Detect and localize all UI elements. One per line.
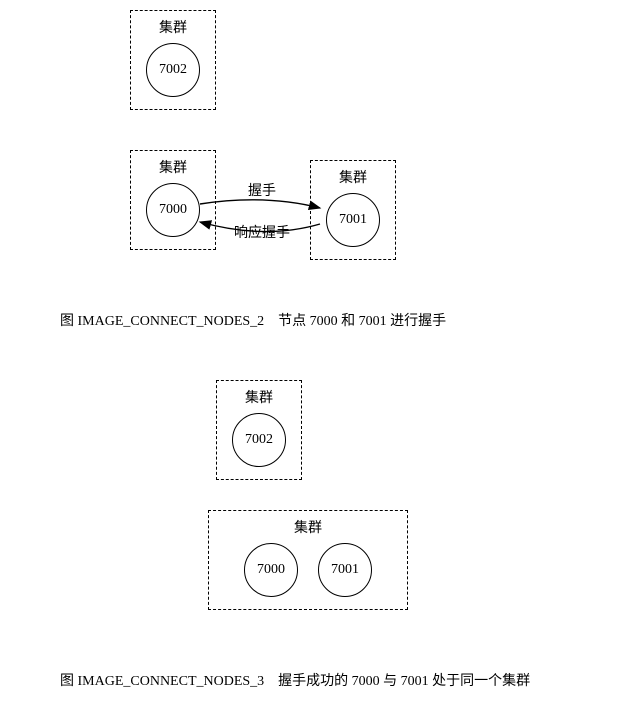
node-7001-b: 7001 <box>318 543 372 597</box>
figure-2: 集群 7002 集群 7000 7001 图 IMAGE_CONNECT_NOD… <box>0 0 634 712</box>
node-7002-b: 7002 <box>232 413 286 467</box>
cluster-7000-7001: 集群 7000 7001 <box>208 510 408 610</box>
cluster-label: 集群 <box>219 517 397 537</box>
node-7000-b: 7000 <box>244 543 298 597</box>
cluster-7002-b: 集群 7002 <box>216 380 302 480</box>
figure-2-caption: 图 IMAGE_CONNECT_NODES_3 握手成功的 7000 与 700… <box>60 670 530 690</box>
cluster-label: 集群 <box>227 387 291 407</box>
